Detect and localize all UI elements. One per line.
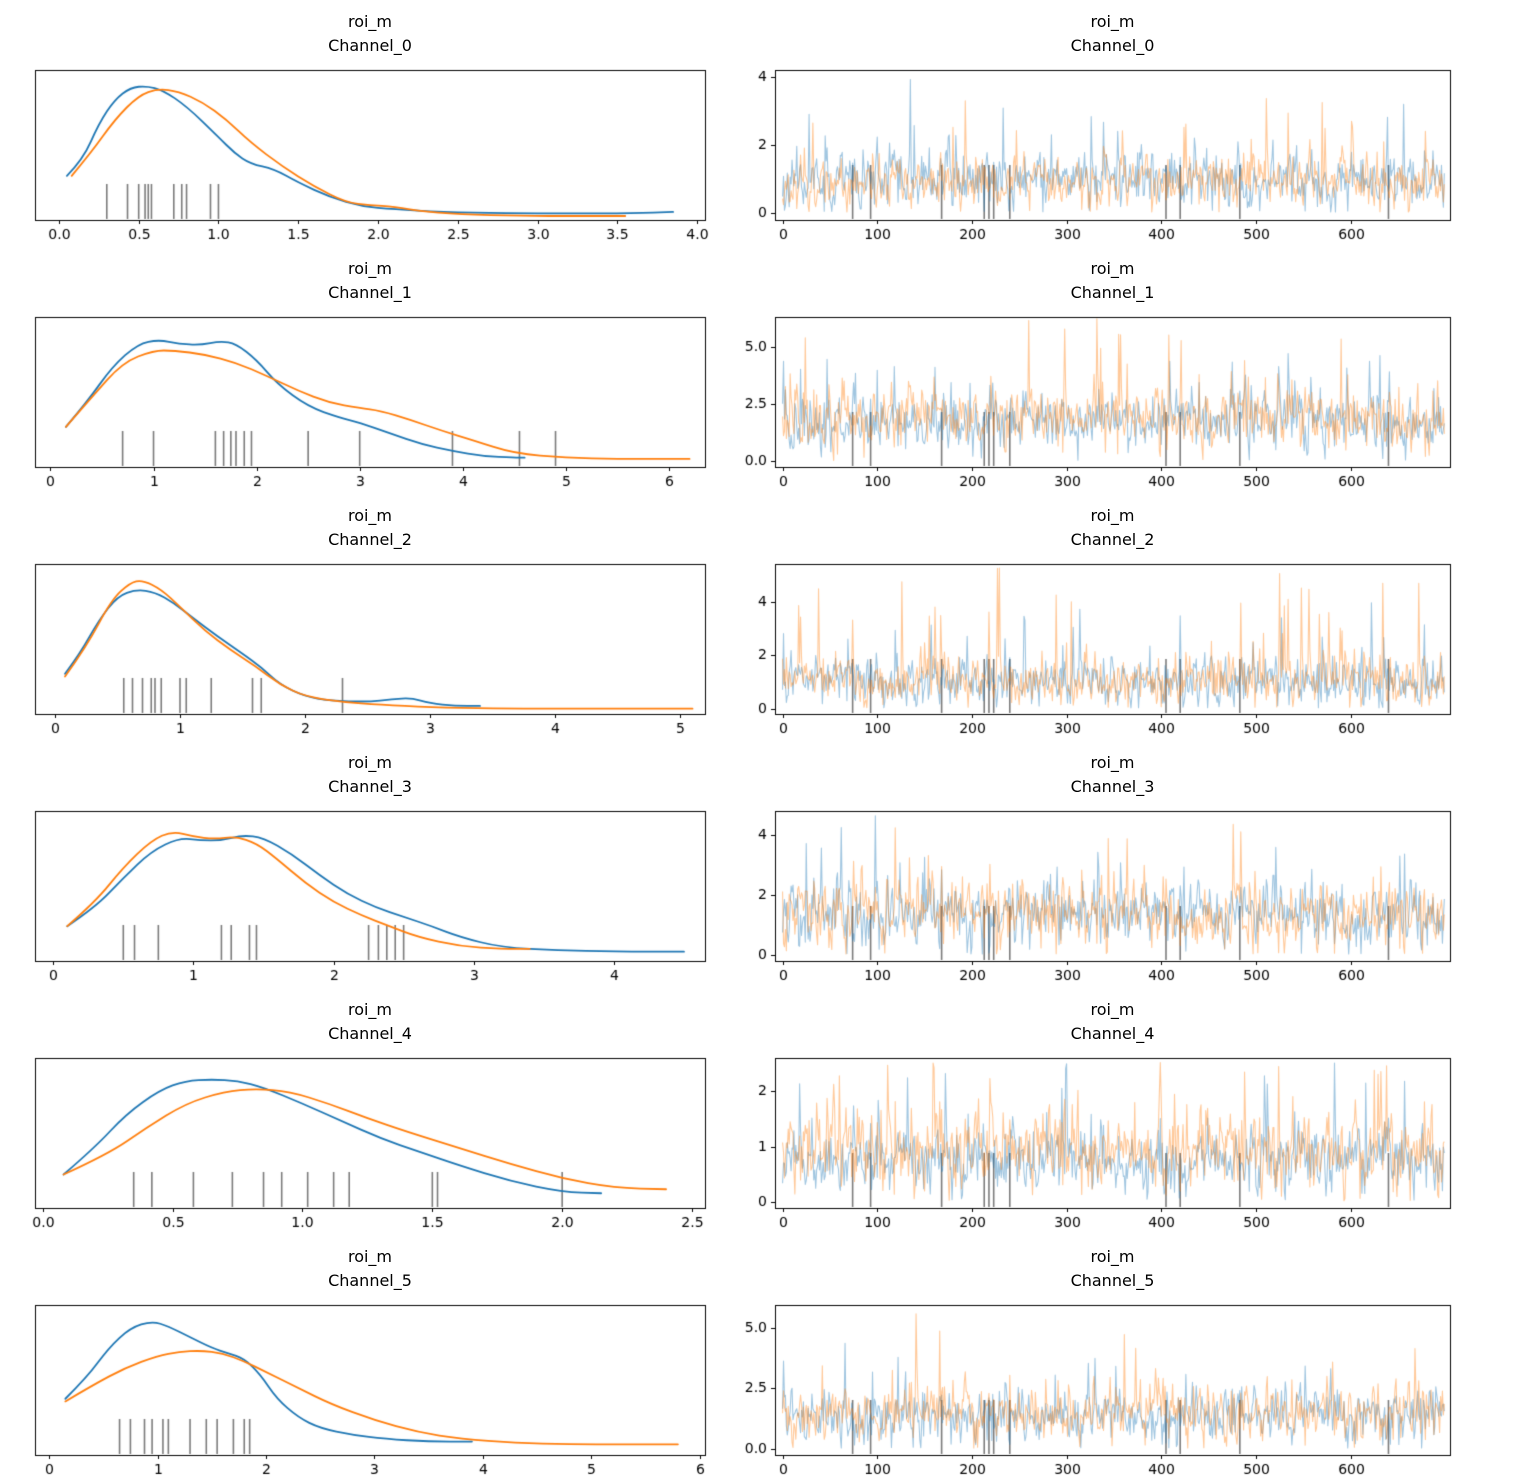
kde-plot-title: roi_m Channel_0 bbox=[328, 12, 412, 55]
trace-plot-title: roi_m Channel_5 bbox=[1070, 1247, 1155, 1290]
row-channel-0: roi_m Channel_0 roi_m Channel_0 bbox=[0, 0, 1514, 247]
plots-canvas-channel-2 bbox=[0, 494, 1514, 741]
plots-canvas-channel-5 bbox=[0, 1235, 1514, 1482]
plots-canvas-channel-1 bbox=[0, 247, 1514, 494]
kde-plot-title: roi_m Channel_2 bbox=[328, 506, 412, 549]
plots-canvas-channel-0 bbox=[0, 0, 1514, 247]
row-channel-3: roi_m Channel_3 roi_m Channel_3 bbox=[0, 741, 1514, 988]
kde-plot-title: roi_m Channel_5 bbox=[328, 1247, 412, 1290]
trace-plot-title: roi_m Channel_4 bbox=[1070, 1000, 1155, 1043]
trace-plot-title: roi_m Channel_3 bbox=[1070, 753, 1155, 796]
row-channel-5: roi_m Channel_5 roi_m Channel_5 bbox=[0, 1235, 1514, 1482]
row-channel-1: roi_m Channel_1 roi_m Channel_1 bbox=[0, 247, 1514, 494]
row-channel-4: roi_m Channel_4 roi_m Channel_4 bbox=[0, 988, 1514, 1235]
plots-canvas-channel-3 bbox=[0, 741, 1514, 988]
trace-plot-title: roi_m Channel_0 bbox=[1070, 12, 1155, 55]
kde-plot-title: roi_m Channel_4 bbox=[328, 1000, 412, 1043]
kde-plot-title: roi_m Channel_1 bbox=[328, 259, 412, 302]
row-channel-2: roi_m Channel_2 roi_m Channel_2 bbox=[0, 494, 1514, 741]
trace-plot-title: roi_m Channel_2 bbox=[1070, 506, 1155, 549]
plots-canvas-channel-4 bbox=[0, 988, 1514, 1235]
kde-plot-title: roi_m Channel_3 bbox=[328, 753, 412, 796]
trace-plot-title: roi_m Channel_1 bbox=[1070, 259, 1155, 302]
